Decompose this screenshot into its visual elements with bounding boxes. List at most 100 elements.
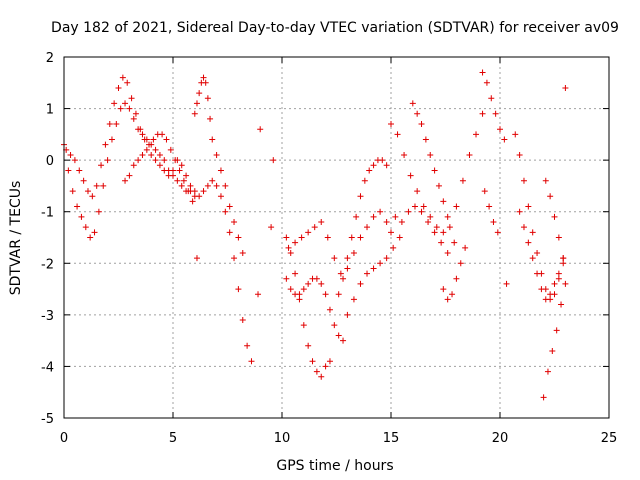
data-point: [91, 229, 98, 236]
data-point: [222, 208, 229, 215]
data-point: [344, 265, 351, 272]
data-point: [318, 219, 325, 226]
data-point: [255, 291, 262, 298]
data-point: [174, 157, 181, 164]
data-point: [305, 342, 312, 349]
data-point: [551, 213, 558, 220]
data-point: [392, 213, 399, 220]
data-point: [74, 203, 81, 210]
data-point: [146, 141, 153, 148]
data-point: [396, 234, 403, 241]
data-point: [200, 74, 207, 81]
data-point: [366, 167, 373, 174]
data-point: [542, 296, 549, 303]
data-point: [207, 115, 214, 122]
data-point: [119, 74, 126, 81]
x-tick-label: 10: [274, 431, 291, 446]
x-tick-label: 15: [383, 431, 400, 446]
data-point: [235, 286, 242, 293]
data-point: [235, 234, 242, 241]
series-trace-j: [388, 110, 486, 236]
data-point: [547, 193, 554, 200]
data-point: [340, 337, 347, 344]
data-point: [292, 239, 299, 246]
data-point: [159, 131, 166, 138]
series-trace-r: [540, 280, 569, 401]
data-point: [497, 126, 503, 133]
data-point: [139, 151, 146, 158]
data-point: [486, 203, 493, 210]
data-point: [444, 296, 451, 303]
data-point: [104, 157, 111, 164]
data-point: [111, 100, 118, 107]
data-point: [102, 141, 109, 148]
data-point: [551, 280, 558, 287]
data-point: [298, 234, 305, 241]
data-point: [189, 198, 196, 205]
chart-title: Day 182 of 2021, Sidereal Day-to-day VTE…: [51, 20, 619, 36]
data-point: [322, 291, 329, 298]
data-point: [187, 182, 194, 189]
data-point: [305, 229, 312, 236]
data-point: [163, 136, 170, 143]
series-trace-o: [481, 188, 501, 236]
data-point: [311, 224, 318, 231]
data-point: [326, 358, 333, 365]
data-point: [318, 373, 325, 380]
data-point: [226, 229, 233, 236]
data-point: [370, 213, 377, 220]
data-point: [357, 193, 364, 200]
data-point: [388, 229, 394, 236]
data-point: [313, 275, 320, 282]
series-trace-h: [335, 157, 390, 298]
data-point: [213, 151, 220, 158]
data-point: [100, 182, 107, 189]
data-point: [344, 311, 351, 318]
data-point: [200, 188, 207, 195]
data-point: [287, 249, 294, 256]
data-point: [231, 255, 238, 262]
data-point: [542, 177, 549, 184]
data-point: [193, 100, 200, 107]
data-point: [350, 249, 357, 256]
data-point: [67, 151, 74, 158]
series-trace-n: [479, 69, 503, 133]
data-point: [309, 358, 316, 365]
data-point: [80, 177, 87, 184]
data-point: [126, 172, 133, 179]
data-point: [357, 280, 364, 287]
data-point: [444, 213, 451, 220]
y-tick-label: -2: [41, 257, 54, 272]
data-point: [431, 229, 438, 236]
data-point: [361, 177, 368, 184]
data-point: [453, 275, 460, 282]
data-point: [451, 239, 458, 246]
data-point: [283, 234, 290, 241]
data-point: [318, 280, 325, 287]
series-trace-e: [283, 234, 333, 380]
data-point: [185, 188, 192, 195]
data-point: [178, 162, 185, 169]
data-point: [113, 121, 120, 128]
series-trace-k: [392, 203, 458, 256]
data-point: [170, 167, 176, 174]
data-point: [377, 260, 384, 267]
data-point: [176, 167, 183, 174]
data-point: [462, 244, 469, 251]
data-point: [520, 177, 527, 184]
data-point: [512, 131, 519, 138]
data-point: [135, 157, 142, 164]
data-point: [560, 260, 567, 267]
data-point: [287, 286, 294, 293]
data-point: [427, 213, 434, 220]
data-point: [213, 182, 220, 189]
data-point: [174, 177, 181, 184]
data-point: [431, 167, 438, 174]
x-axis-label: GPS time / hours: [276, 458, 393, 474]
series-trace-p: [512, 131, 567, 303]
data-point: [84, 188, 91, 195]
data-point: [141, 136, 148, 143]
data-point: [156, 151, 163, 158]
data-point: [457, 260, 464, 267]
